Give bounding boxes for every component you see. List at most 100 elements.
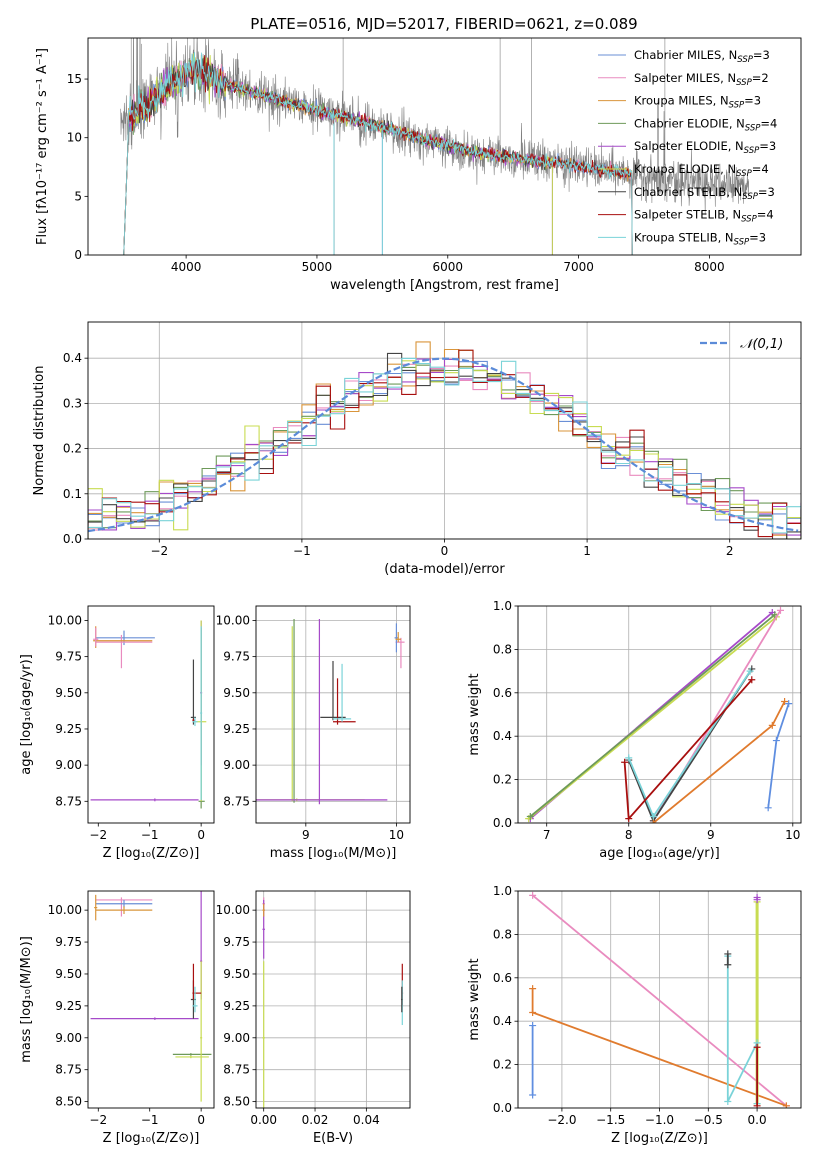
mass-weight-marker [748, 676, 756, 684]
x-tick-label: 7000 [563, 260, 594, 274]
legend-name: Salpeter MILES, N [634, 71, 736, 85]
mass-weight-marker [724, 1097, 732, 1105]
y-tick-label: 9.25 [223, 999, 250, 1013]
y-tick-label: 10 [67, 131, 82, 145]
plot-area [90, 620, 207, 809]
errorbar-point-12 [192, 986, 198, 1013]
x-tick-label: 0 [197, 828, 205, 842]
legend-sub: SSP [734, 237, 750, 247]
mass-weight-marker [625, 754, 633, 762]
legend-count: =3 [744, 94, 761, 108]
y-tick-label: 9.00 [223, 1031, 250, 1045]
y-tick-label: 0.6 [493, 686, 512, 700]
x-tick-label: 10 [785, 828, 800, 842]
x-tick-label: −1 [141, 1113, 159, 1127]
y-tick-label: 8.75 [55, 1063, 82, 1077]
y-tick-label: 1.0 [493, 884, 512, 898]
errorbar-point-11 [192, 963, 202, 1000]
errorbar-point-1 [95, 630, 155, 646]
mass-weight-marker [724, 961, 732, 969]
y-tick-label: 9.25 [55, 722, 82, 736]
legend-sub: SSP [736, 78, 752, 88]
legend-sub: SSP [741, 215, 757, 225]
x-axis-label: Z [log₁₀(Z/Z⊙)] [103, 846, 200, 861]
axes-frame [517, 890, 802, 1109]
legend-name: Kroupa MILES, N [634, 94, 729, 108]
mass-weight-line-2 [528, 616, 777, 820]
x-tick-label: −2 [89, 1113, 107, 1127]
hist-9 [88, 357, 801, 534]
x-tick-label: −2.0 [547, 1113, 576, 1127]
normal-curve [88, 357, 799, 533]
panel-age-vs-Z: −2 −1 0 8.75 9.00 9.25 9.50 9.75 10.00 Z [log₁₀(Z… [19, 605, 215, 861]
x-tick-label: 6000 [432, 260, 463, 274]
x-tick-label: −1.0 [645, 1113, 674, 1127]
mass-weight-marker [785, 700, 793, 708]
errorbar-point-7 [172, 1053, 212, 1056]
legend-name: Chabrier MILES, N [634, 48, 737, 62]
model-line-8 [121, 54, 633, 255]
y-tick-label: 0.1 [63, 487, 82, 501]
mass-weight-marker [776, 606, 784, 614]
y-tick-label: 9.75 [55, 935, 82, 949]
x-axis-label: Z [log₁₀(Z/Z⊙)] [103, 1131, 200, 1146]
errorbar-point-9 [394, 623, 399, 653]
legend-label-5: Salpeter ELODIE, NSSP=3 [634, 139, 776, 156]
mass-weight-line-3 [529, 614, 776, 818]
legend-name: Salpeter ELODIE, N [634, 139, 744, 153]
y-tick-label: 0.2 [493, 1058, 512, 1072]
plot-area [256, 891, 410, 1108]
errorbar-point-8 [395, 637, 405, 669]
y-tick-label: 0.2 [493, 773, 512, 787]
errorbar-point-6 [90, 798, 199, 802]
y-tick-label: 9.25 [223, 722, 250, 736]
legend-label-4: Chabrier ELODIE, NSSP=4 [634, 116, 777, 133]
plot-area [88, 322, 801, 539]
y-tick-label: 9.75 [55, 650, 82, 664]
y-tick-label: 10.00 [216, 613, 250, 627]
panel-spectrum: 4000 5000 6000 7000 8000 0 5 10 15 wavelength [An… [35, 37, 802, 293]
mass-weight-marker [529, 1009, 537, 1017]
panel-mass-vs-Z: −2 −1 0 8.50 8.75 9.00 9.25 9.50 9.75 10.00 Z [log… [19, 890, 215, 1146]
x-axis-label: (data-model)/error [384, 562, 505, 577]
model-line-7 [120, 57, 633, 255]
errorbar-point-11 [192, 717, 198, 727]
legend-label-2: Salpeter MILES, NSSP=2 [634, 71, 769, 88]
plot-area [518, 891, 801, 1108]
y-tick-label: 0.0 [493, 816, 512, 830]
y-axis-label: mass weight [467, 673, 482, 755]
y-tick-label: 9.50 [55, 967, 82, 981]
legend-label-9: Kroupa STELIB, NSSP=3 [634, 230, 766, 247]
legend-label-3: Kroupa MILES, NSSP=3 [634, 94, 761, 111]
y-axis-label: age [log₁₀(age/yr)] [19, 654, 34, 775]
legend-count: =3 [749, 230, 766, 244]
errorbar-point-9 [200, 961, 203, 1102]
x-tick-label: 4000 [171, 260, 202, 274]
y-tick-label: 8.50 [55, 1095, 82, 1109]
mass-weight-line-6 [726, 956, 758, 1104]
x-axis-label: mass [log₁₀(M/M⊙)] [270, 846, 397, 861]
x-tick-label: 0.00 [250, 1113, 277, 1127]
legend-sub: SSP [737, 55, 753, 65]
y-tick-label: 0.4 [63, 351, 82, 365]
x-tick-label: 9 [302, 828, 310, 842]
x-tick-label: −1.5 [596, 1113, 625, 1127]
y-tick-label: 9.25 [55, 999, 82, 1013]
mass-weight-marker [526, 812, 534, 820]
panel-residuals: −2 −1 0 1 2 0.0 0.1 0.2 0.3 0.4 (data-model)/error… [32, 321, 802, 577]
errorbar-point-3 [262, 961, 265, 1108]
legend-label-1: Chabrier MILES, NSSP=3 [634, 48, 770, 65]
y-axis-label: Normed distribution [32, 366, 47, 496]
mass-weight-marker [753, 896, 761, 904]
errorbar-point-6 [333, 678, 356, 725]
y-tick-label: 9.50 [223, 686, 250, 700]
errorbar-point-10 [395, 632, 401, 643]
legend-sub: SSP [745, 123, 761, 133]
axes-frame [255, 890, 411, 1109]
plot-area [518, 606, 801, 823]
model-line-9 [123, 51, 633, 255]
legend-name: Kroupa STELIB, N [634, 230, 734, 244]
axes-frame [87, 890, 215, 1109]
mass-weight-marker [625, 815, 633, 823]
